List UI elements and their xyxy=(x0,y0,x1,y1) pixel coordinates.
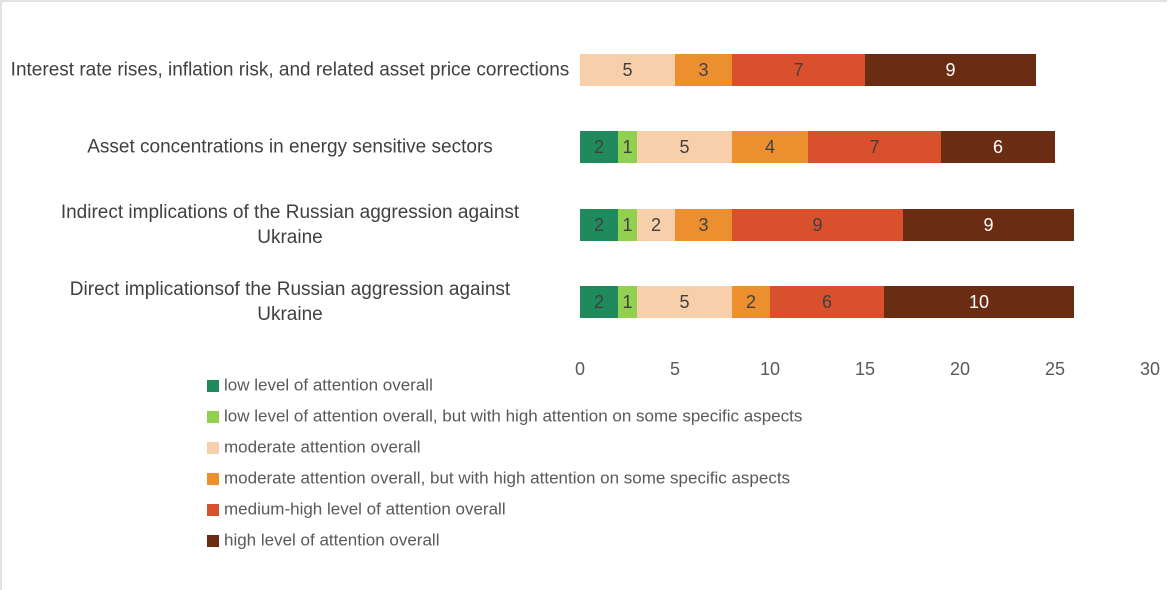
bar-segment xyxy=(865,54,1036,86)
bar-segment xyxy=(618,286,637,318)
data-label: 4 xyxy=(765,137,775,157)
bar-segment xyxy=(675,209,732,241)
data-label: 6 xyxy=(993,137,1003,157)
category-label: Direct implicationsof the Russian aggres… xyxy=(69,279,511,325)
bar-segment xyxy=(808,131,941,163)
bar-segment xyxy=(941,131,1055,163)
category-label: Interest rate rises, inflation risk, and… xyxy=(10,59,570,81)
data-label: 2 xyxy=(594,215,604,235)
x-tick-label: 20 xyxy=(950,359,970,379)
bar-segment xyxy=(580,209,618,241)
legend-label: low level of attention overall, but with… xyxy=(224,406,802,425)
legend-label: medium-high level of attention overall xyxy=(224,499,506,518)
x-tick-label: 0 xyxy=(575,359,585,379)
bar-segment xyxy=(770,286,884,318)
bar-segment xyxy=(637,209,675,241)
bar-segment xyxy=(732,131,808,163)
category-label: Asset concentrations in energy sensitive… xyxy=(87,136,493,158)
x-tick-label: 25 xyxy=(1045,359,1065,379)
data-label: 9 xyxy=(945,60,955,80)
x-tick-label: 30 xyxy=(1140,359,1160,379)
legend-swatch xyxy=(207,473,219,485)
data-label: 6 xyxy=(822,292,832,312)
data-label: 5 xyxy=(679,137,689,157)
legend-swatch xyxy=(207,411,219,423)
data-label: 7 xyxy=(869,137,879,157)
x-tick-label: 15 xyxy=(855,359,875,379)
legend-label: low level of attention overall xyxy=(224,375,433,394)
data-label: 3 xyxy=(698,60,708,80)
data-label: 9 xyxy=(983,215,993,235)
data-label: 5 xyxy=(679,292,689,312)
bar-segment xyxy=(675,54,732,86)
bar-segment xyxy=(580,131,618,163)
bar-segment xyxy=(618,209,637,241)
data-label: 1 xyxy=(622,292,632,312)
data-label: 5 xyxy=(622,60,632,80)
x-tick-label: 5 xyxy=(670,359,680,379)
bar-segment xyxy=(637,286,732,318)
data-label: 3 xyxy=(698,215,708,235)
data-label: 7 xyxy=(793,60,803,80)
legend-swatch xyxy=(207,442,219,454)
bar-segment xyxy=(580,54,675,86)
bar-segment xyxy=(732,209,903,241)
data-label: 1 xyxy=(622,137,632,157)
legend-label: high level of attention overall xyxy=(224,530,439,549)
bar-segment xyxy=(884,286,1074,318)
bar-segment xyxy=(732,286,770,318)
data-label: 2 xyxy=(746,292,756,312)
x-tick-label: 10 xyxy=(760,359,780,379)
bar-segment xyxy=(903,209,1074,241)
legend-swatch xyxy=(207,380,219,392)
data-label: 2 xyxy=(594,292,604,312)
data-label: 1 xyxy=(622,215,632,235)
bar-segment xyxy=(580,286,618,318)
legend-label: moderate attention overall xyxy=(224,437,421,456)
bar-segment xyxy=(618,131,637,163)
data-label: 2 xyxy=(594,137,604,157)
data-label: 9 xyxy=(812,215,822,235)
legend-label: moderate attention overall, but with hig… xyxy=(224,468,790,487)
legend-swatch xyxy=(207,504,219,516)
category-label: Indirect implications of the Russian agg… xyxy=(60,202,520,248)
data-label: 2 xyxy=(651,215,661,235)
legend-swatch xyxy=(207,535,219,547)
bar-segment xyxy=(637,131,732,163)
data-label: 10 xyxy=(969,292,989,312)
bar-segment xyxy=(732,54,865,86)
